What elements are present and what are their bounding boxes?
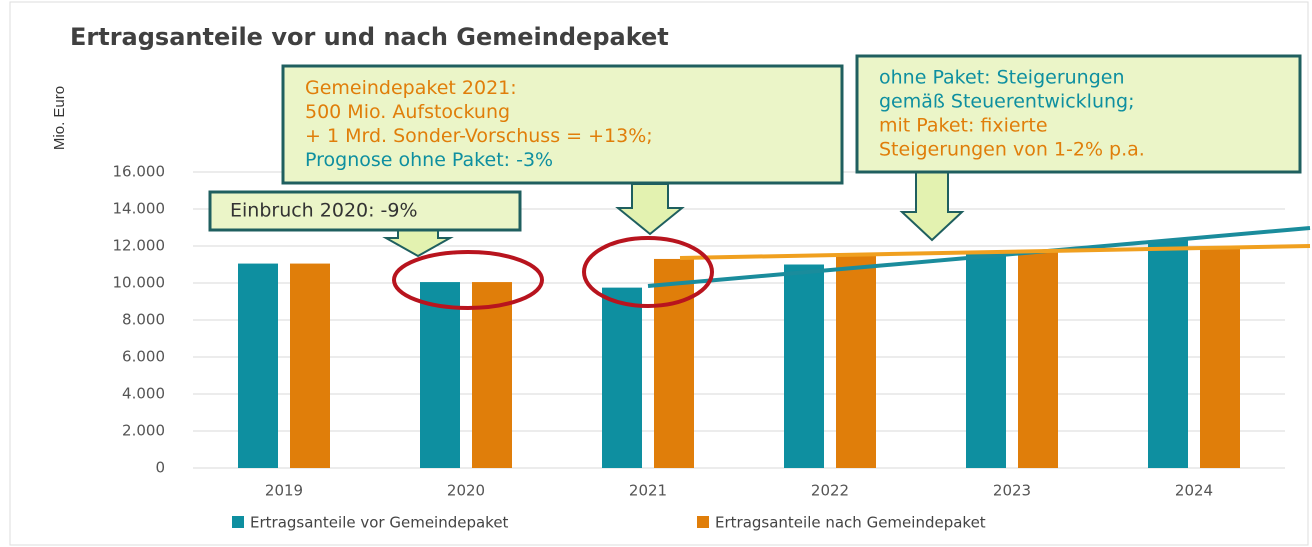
annotation-text: ohne Paket: Steigerungen — [879, 67, 1125, 89]
annotation-text: mit Paket: fixierte — [879, 115, 1048, 137]
bar — [290, 263, 330, 468]
y-tick-label: 0 — [155, 459, 165, 477]
y-tick-label: 6.000 — [122, 348, 165, 366]
bar — [238, 263, 278, 468]
bar — [1018, 251, 1058, 468]
highlight-ellipse — [392, 250, 544, 310]
bar — [1200, 247, 1240, 468]
legend-swatch — [232, 516, 244, 528]
annotations: Einbruch 2020: -9% Gemeindepaket 2021:500… — [208, 54, 1302, 232]
highlight-ellipse — [582, 236, 714, 308]
x-tick-label: 2023 — [993, 482, 1031, 500]
bar — [472, 282, 512, 468]
annotation-box — [855, 54, 1302, 174]
annotation-text: 500 Mio. Aufstockung — [305, 101, 510, 123]
annotation-box — [208, 190, 522, 232]
bar — [420, 282, 460, 468]
bar — [966, 251, 1006, 468]
annotation-box — [281, 64, 844, 185]
legend-label: Ertragsanteile nach Gemeindepaket — [715, 514, 986, 532]
y-tick-label: 2.000 — [122, 422, 165, 440]
y-axis-label: Mio. Euro — [51, 86, 68, 150]
bar — [836, 255, 876, 468]
overlays — [382, 171, 1311, 310]
y-tick-label: 14.000 — [113, 200, 166, 218]
legend: Ertragsanteile vor Gemeindepaket Ertragsa… — [232, 514, 986, 532]
annotation-text: + 1 Mrd. Sonder-Vorschuss = +13%; — [305, 125, 653, 147]
y-tick-label: 16.000 — [113, 163, 166, 181]
bar — [784, 264, 824, 468]
bars — [238, 240, 1240, 468]
annotation-text: Prognose ohne Paket: -3% — [305, 149, 553, 171]
bar — [1148, 240, 1188, 468]
bar — [654, 258, 694, 468]
x-tick-label: 2024 — [1175, 482, 1213, 500]
grid: 0 2.000 4.000 6.000 8.000 10.000 12.000 14.000 1… — [113, 163, 1285, 500]
y-tick-label: 4.000 — [122, 385, 165, 403]
annotation-text: Gemeindepaket 2021: — [305, 77, 517, 99]
trend-line — [679, 244, 1311, 260]
annotation-text: Steigerungen von 1-2% p.a. — [879, 139, 1145, 161]
arrow — [382, 227, 454, 258]
arrow — [899, 171, 965, 242]
x-tick-label: 2020 — [447, 482, 485, 500]
annotation-text: gemäß Steuerentwicklung; — [879, 91, 1135, 113]
legend-swatch — [697, 516, 709, 528]
bar — [602, 287, 642, 468]
trend-line — [647, 226, 1311, 288]
y-tick-label: 10.000 — [113, 274, 166, 292]
x-tick-label: 2021 — [629, 482, 667, 500]
legend-label: Ertragsanteile vor Gemeindepaket — [250, 514, 509, 532]
arrow — [615, 183, 685, 236]
annotation-text: Einbruch 2020: -9% — [230, 200, 418, 222]
y-tick-label: 12.000 — [113, 237, 166, 255]
chart-title: Ertragsanteile vor und nach Gemeindepake… — [70, 23, 669, 51]
frame — [9, 1, 1309, 546]
x-tick-label: 2022 — [811, 482, 849, 500]
x-tick-label: 2019 — [265, 482, 303, 500]
y-tick-label: 8.000 — [122, 311, 165, 329]
